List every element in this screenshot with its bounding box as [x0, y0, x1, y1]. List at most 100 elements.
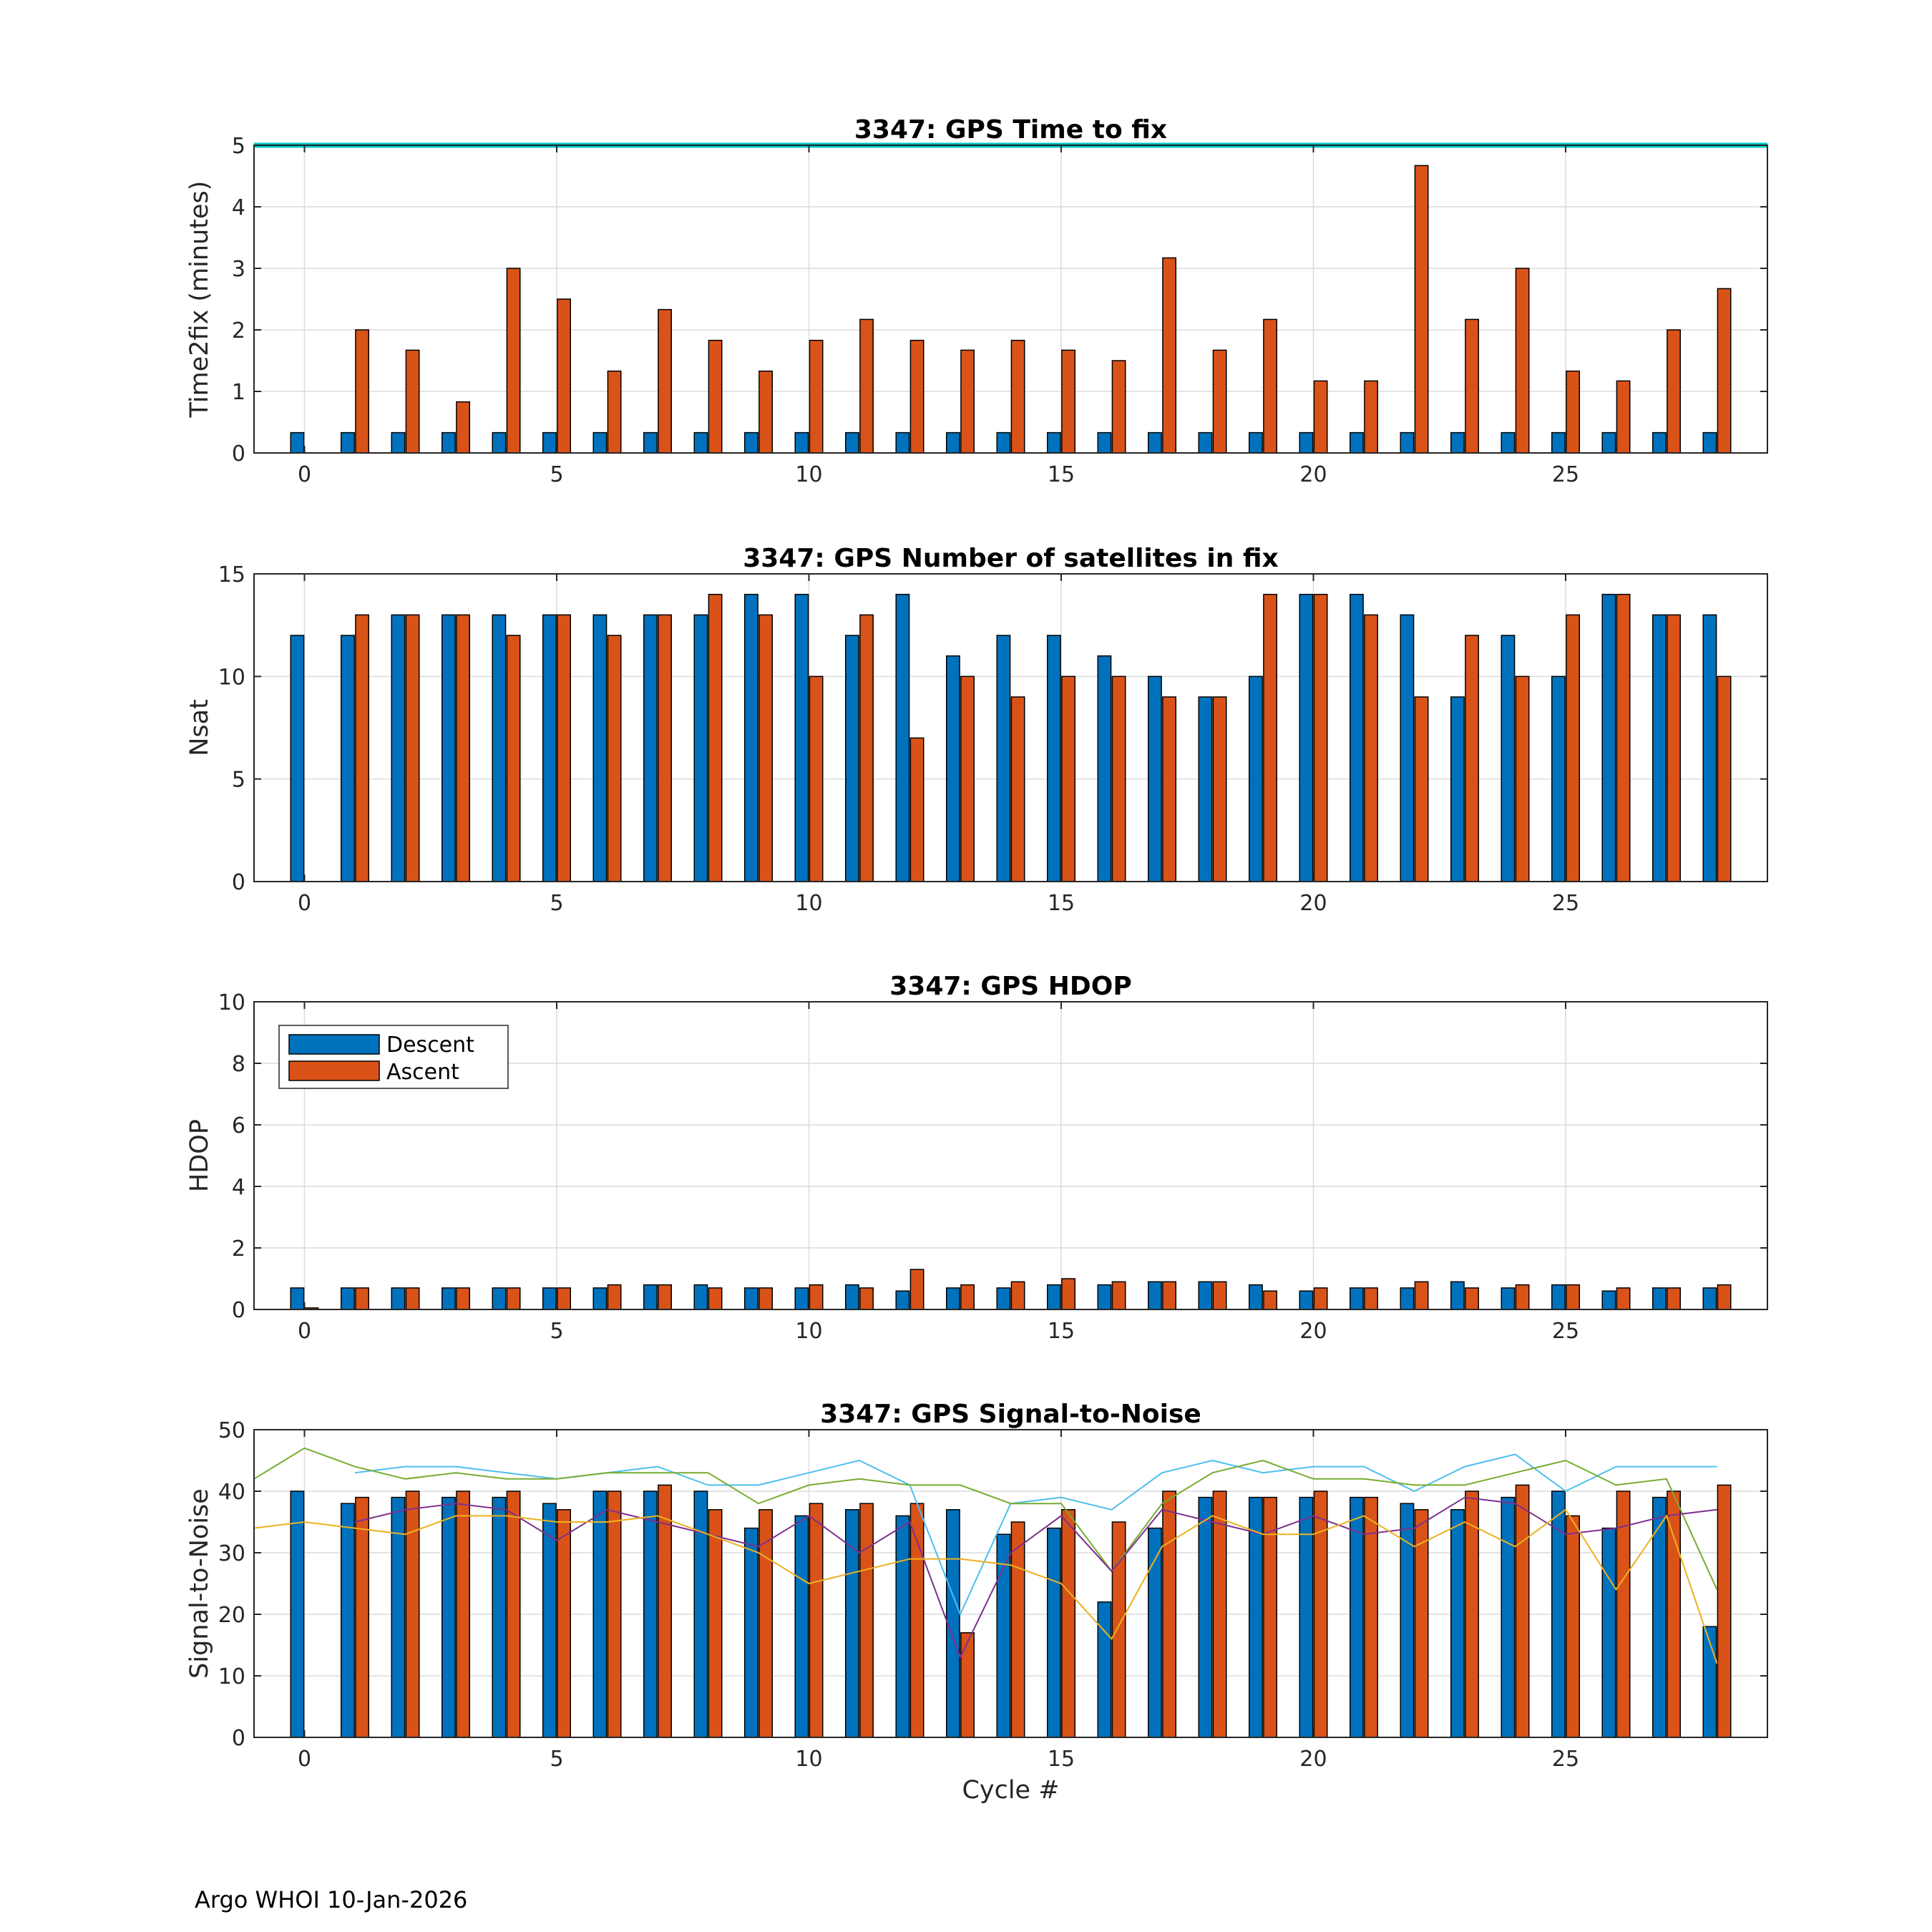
descent-bar-11 — [845, 1284, 859, 1310]
y-tick-label: 0 — [232, 1298, 245, 1323]
y-tick-label: 5 — [232, 134, 245, 159]
ascent-bar-10 — [809, 1284, 824, 1310]
descent-bar-12 — [895, 593, 910, 882]
ascent-bar-24 — [1515, 1284, 1530, 1310]
descent-bar-25 — [1551, 675, 1566, 882]
ascent-bar-6 — [607, 1284, 622, 1310]
descent-bar-5 — [542, 1287, 557, 1310]
ascent-bar-26 — [1616, 593, 1631, 882]
ascent-bar-24 — [1515, 1484, 1530, 1738]
x-tick-label: 10 — [795, 1747, 822, 1772]
descent-bar-7 — [643, 614, 658, 882]
ascent-bar-27 — [1667, 1287, 1681, 1310]
descent-bar-23 — [1450, 696, 1465, 882]
descent-bar-25 — [1551, 1491, 1566, 1738]
descent-bar-22 — [1400, 1287, 1415, 1310]
descent-bar-2 — [391, 431, 406, 454]
descent-bar-17 — [1148, 431, 1162, 454]
y-tick-label: 4 — [232, 1175, 245, 1200]
descent-bar-1 — [341, 431, 355, 454]
plot-area — [254, 1430, 1767, 1737]
x-tick-label: 25 — [1552, 462, 1579, 487]
y-tick-label: 2 — [232, 318, 245, 343]
ascent-bar-3 — [456, 1491, 470, 1738]
descent-bar-10 — [794, 593, 809, 882]
descent-bar-27 — [1652, 1287, 1667, 1310]
legend-label-descent: Descent — [386, 1033, 474, 1058]
legend-swatch-ascent — [288, 1060, 380, 1081]
descent-bar-8 — [693, 614, 708, 882]
descent-bar-28 — [1702, 614, 1717, 882]
x-tick-label: 10 — [795, 462, 822, 487]
y-tick-label: 10 — [218, 665, 245, 690]
y-tick-label: 20 — [218, 1603, 245, 1628]
ascent-bar-14 — [1010, 696, 1025, 882]
descent-bar-9 — [744, 1287, 758, 1310]
ascent-bar-11 — [859, 318, 874, 454]
ascent-bar-1 — [355, 1287, 369, 1310]
descent-bar-2 — [391, 614, 406, 882]
descent-bar-21 — [1350, 593, 1364, 882]
descent-bar-4 — [492, 1287, 507, 1310]
x-tick-label: 5 — [550, 462, 563, 487]
ascent-bar-14 — [1010, 1281, 1025, 1310]
x-tick-label: 20 — [1299, 1747, 1327, 1772]
plot-area — [254, 145, 1767, 453]
descent-bar-0 — [290, 635, 305, 882]
ascent-bar-2 — [405, 349, 420, 454]
ascent-bar-20 — [1313, 380, 1328, 454]
descent-bar-10 — [794, 1287, 809, 1310]
descent-bar-10 — [794, 431, 809, 454]
y-axis-label: HDOP — [185, 1119, 214, 1192]
descent-bar-1 — [341, 635, 355, 882]
y-tick-label: 0 — [232, 1726, 245, 1751]
y-tick-label: 50 — [218, 1418, 245, 1443]
ascent-bar-4 — [506, 1491, 521, 1738]
descent-bar-17 — [1148, 1281, 1162, 1310]
plot-area — [254, 574, 1767, 882]
ascent-bar-3 — [456, 1287, 470, 1310]
chart-panel-2: 0 5 10 15 20 25 0 5 10 15 3347: GPS Number of sate… — [185, 544, 1768, 916]
x-tick-label: 25 — [1552, 1319, 1579, 1344]
x-tick-label: 5 — [550, 1319, 563, 1344]
descent-bar-16 — [1097, 1601, 1112, 1738]
y-tick-label: 3 — [232, 257, 245, 282]
ascent-bar-11 — [859, 614, 874, 882]
ascent-bar-28 — [1717, 675, 1732, 882]
descent-bar-24 — [1501, 431, 1516, 454]
x-tick-label: 25 — [1552, 1747, 1579, 1772]
descent-bar-25 — [1551, 431, 1566, 454]
x-tick-label: 0 — [298, 891, 311, 916]
ascent-bar-19 — [1263, 1290, 1277, 1310]
y-tick-label: 1 — [232, 380, 245, 405]
ascent-bar-9 — [758, 614, 773, 882]
ascent-bar-6 — [607, 635, 622, 882]
ascent-bar-18 — [1212, 1491, 1227, 1738]
x-axis-label: Cycle # — [962, 1776, 1059, 1805]
ascent-bar-2 — [405, 614, 420, 882]
ascent-bar-4 — [506, 1287, 521, 1310]
ascent-bar-2 — [405, 1287, 420, 1310]
descent-bar-15 — [1047, 1284, 1061, 1310]
footer-text: Argo WHOI 10-Jan-2026 — [195, 1886, 468, 1913]
chart-panel-1: 0 5 10 15 20 25 0 1 2 3 4 5 3347: GPS Time to fix Tim… — [185, 115, 1768, 487]
y-tick-label: 0 — [232, 870, 245, 895]
descent-bar-20 — [1299, 593, 1314, 882]
y-tick-label: 6 — [232, 1113, 245, 1138]
ascent-bar-6 — [607, 1491, 622, 1738]
descent-bar-18 — [1198, 1496, 1213, 1738]
ascent-bar-2 — [405, 1491, 420, 1738]
ascent-bar-16 — [1111, 675, 1126, 882]
ascent-bar-8 — [708, 1287, 723, 1310]
y-tick-label: 8 — [232, 1052, 245, 1077]
ascent-bar-27 — [1667, 614, 1681, 882]
ascent-bar-20 — [1313, 1491, 1328, 1738]
ascent-bar-3 — [456, 401, 470, 454]
ascent-bar-19 — [1263, 593, 1277, 882]
ascent-bar-10 — [809, 1503, 824, 1738]
y-axis-label: Time2fix (minutes) — [185, 181, 214, 419]
descent-bar-14 — [996, 635, 1011, 882]
x-tick-label: 10 — [795, 1319, 822, 1344]
descent-bar-20 — [1299, 1496, 1314, 1738]
